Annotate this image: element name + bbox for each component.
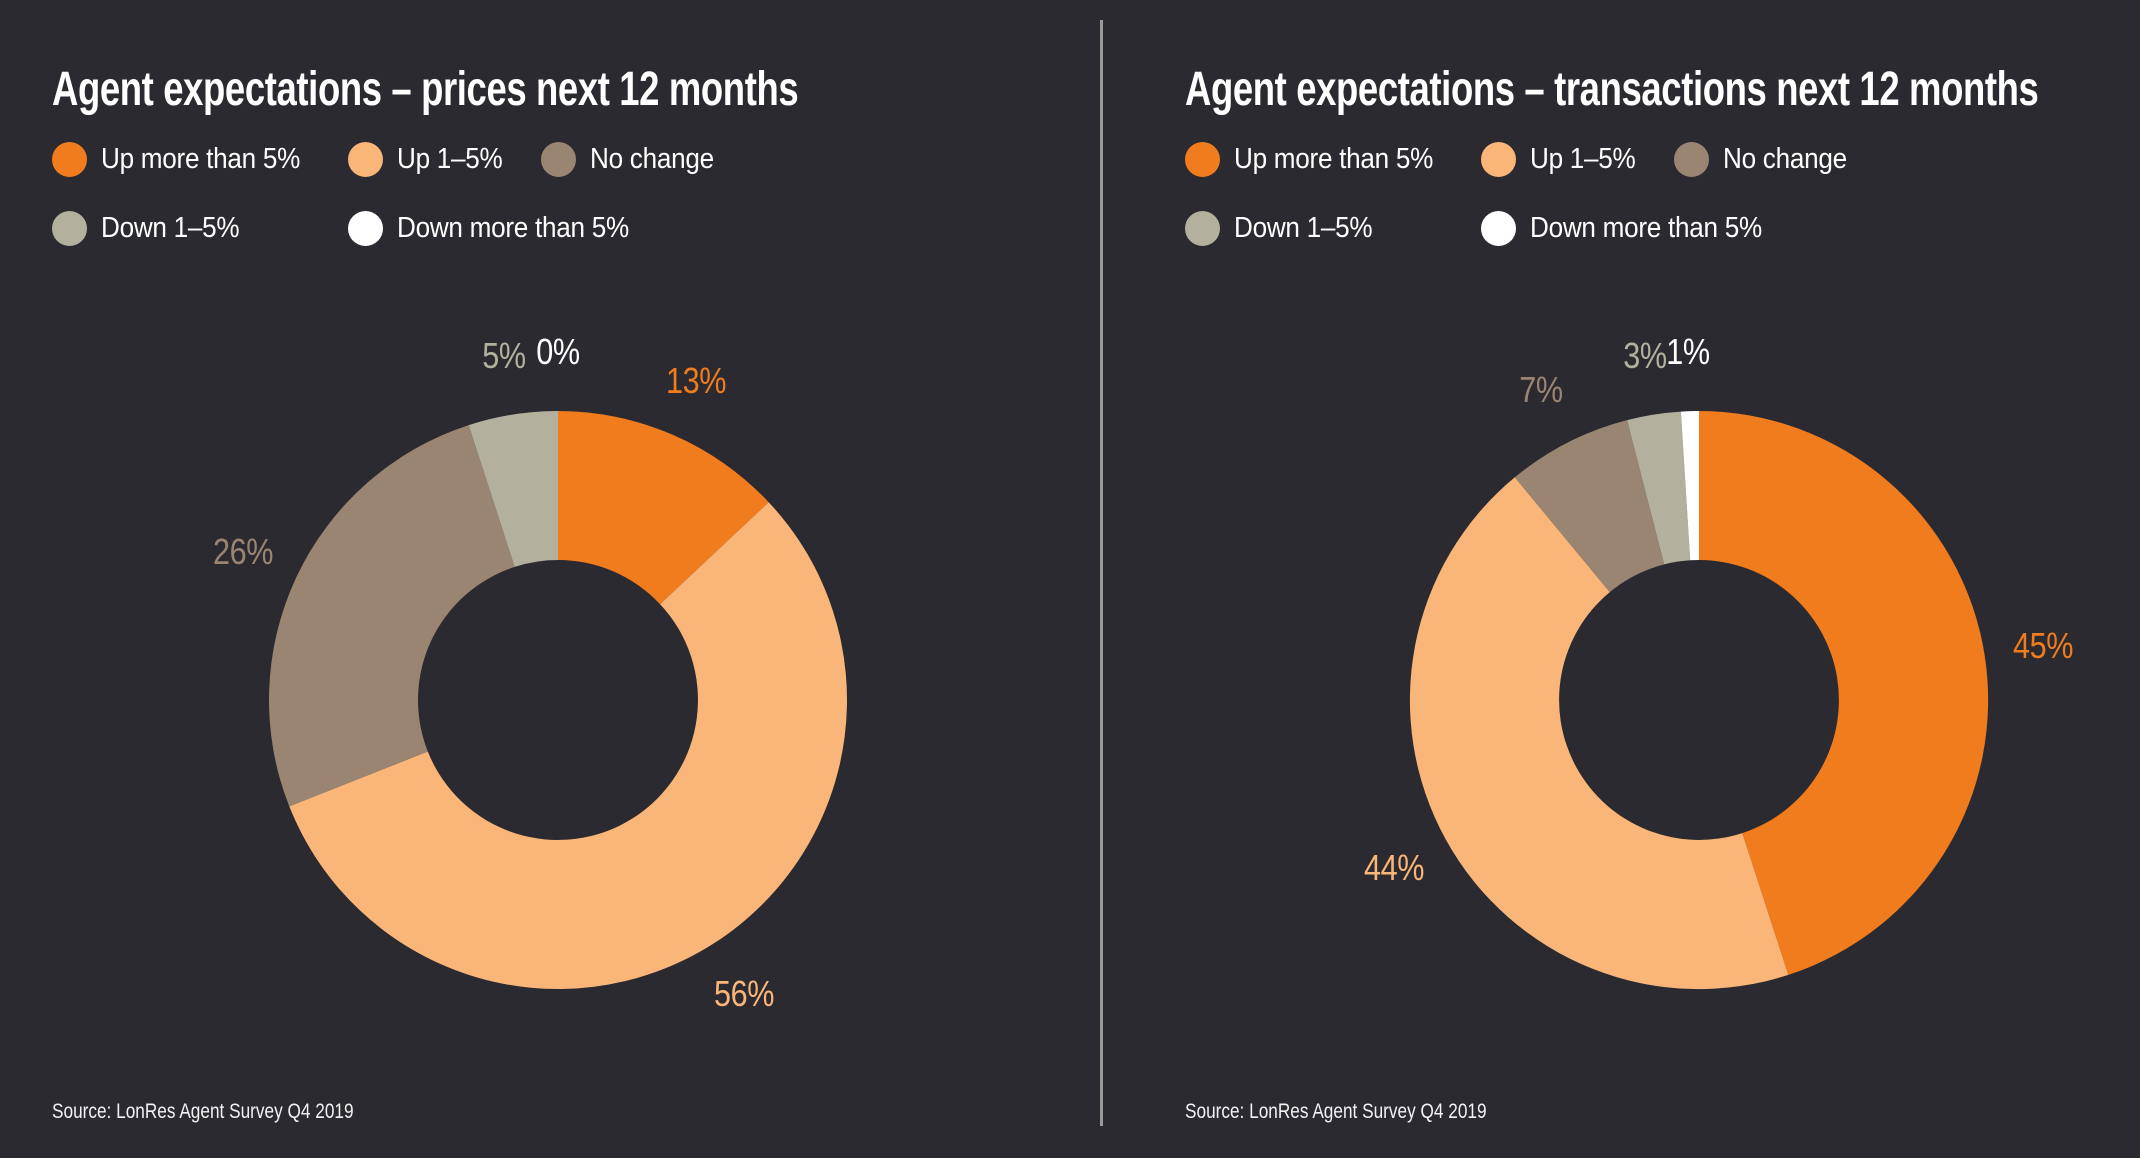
- slice-value-label: 0%: [536, 331, 580, 372]
- slice-value-label: 45%: [2012, 624, 2073, 666]
- legend-swatch-up-more-5: [52, 142, 87, 177]
- legend-item: Down 1–5%: [52, 211, 255, 246]
- legend-item: Up more than 5%: [52, 142, 322, 177]
- slice-value-label: 1%: [1666, 331, 1710, 373]
- legend-swatch-down-more-5: [1481, 211, 1516, 246]
- legend-swatch-no-change: [541, 142, 576, 177]
- slice-value-label: 13%: [666, 359, 727, 401]
- donut-slice: [468, 411, 558, 567]
- slice-value-label: 3%: [1622, 335, 1667, 377]
- legend-item: Up 1–5%: [1481, 142, 1647, 177]
- legend-item: Down more than 5%: [348, 211, 655, 246]
- source-note: Source: LonRes Agent Survey Q4 2019: [1185, 1100, 1487, 1123]
- legend-label: Down more than 5%: [1530, 212, 1762, 244]
- donut-slice: [1627, 411, 1691, 565]
- legend-item: Down more than 5%: [1481, 211, 1788, 246]
- legend-item: Up more than 5%: [1185, 142, 1455, 177]
- legend-swatch-down-1-5: [52, 211, 87, 246]
- legend-label: Up 1–5%: [1530, 143, 1636, 175]
- donut-slice: [1699, 411, 1989, 975]
- legend-label: Down more than 5%: [397, 212, 629, 244]
- legend-item: No change: [541, 142, 728, 177]
- legend-label: Up 1–5%: [397, 143, 503, 175]
- legend-swatch-down-1-5: [1185, 211, 1220, 246]
- source-note: Source: LonRes Agent Survey Q4 2019: [52, 1100, 354, 1123]
- legend-label: Up more than 5%: [1234, 143, 1434, 175]
- panel-divider: [1100, 20, 1103, 1126]
- legend-label: No change: [590, 143, 714, 175]
- legend-item: No change: [1674, 142, 1861, 177]
- slice-value-label: 44%: [1364, 846, 1425, 888]
- legend-item: Up 1–5%: [348, 142, 514, 177]
- legend-item: Down 1–5%: [1185, 211, 1388, 246]
- legend-label: No change: [1723, 143, 1847, 175]
- legend-label: Down 1–5%: [101, 212, 240, 244]
- legend-swatch-up-1-5: [1481, 142, 1516, 177]
- legend-swatch-down-more-5: [348, 211, 383, 246]
- chart-title-prices: Agent expectations – prices next 12 mont…: [52, 63, 799, 117]
- slice-value-label: 5%: [481, 335, 526, 377]
- donut-slice: [1514, 420, 1665, 593]
- legend-label: Up more than 5%: [101, 143, 301, 175]
- donut-slice: [1680, 411, 1699, 561]
- donut-slice: [558, 411, 769, 605]
- donut-slice: [1409, 477, 1789, 990]
- legend-swatch-up-1-5: [348, 142, 383, 177]
- donut-slice: [289, 502, 848, 990]
- legend-label: Down 1–5%: [1234, 212, 1373, 244]
- chart-title-transactions: Agent expectations – transactions next 1…: [1185, 63, 2039, 117]
- slice-value-label: 56%: [714, 972, 775, 1014]
- slice-value-label: 7%: [1519, 368, 1563, 410]
- donut-slice: [268, 425, 515, 807]
- slice-value-label: 26%: [213, 530, 274, 572]
- legend-swatch-no-change: [1674, 142, 1709, 177]
- legend-swatch-up-more-5: [1185, 142, 1220, 177]
